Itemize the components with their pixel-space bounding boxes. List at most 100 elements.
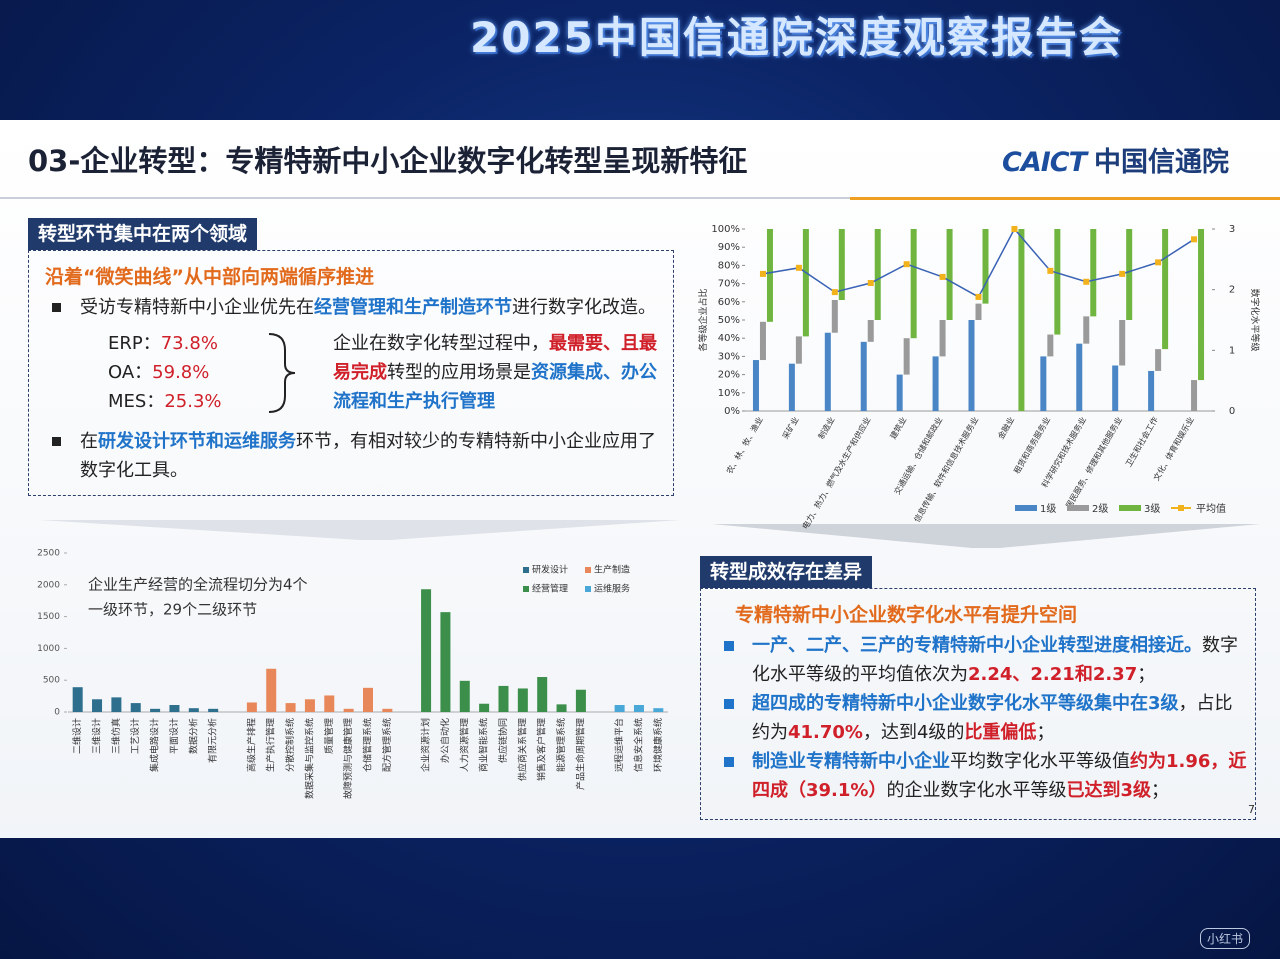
bullet-text: 超四成的专精特新中小企业数字化水平等级集中在3级，占比约为41.70%，达到4级… <box>752 689 1247 747</box>
x-tick-label: 租赁和商务服务业 <box>1011 415 1052 475</box>
legend-swatch <box>1119 505 1141 511</box>
bar <box>130 703 141 712</box>
text-segment: 企业在数字化转型过程中， <box>333 333 549 354</box>
x-tick-label: 供应链协同 <box>497 718 509 763</box>
legend-label: 2级 <box>1092 503 1108 515</box>
bar <box>363 687 373 712</box>
bullet-marker <box>724 699 734 709</box>
bar-segment <box>1119 320 1126 366</box>
line-marker <box>1011 226 1018 232</box>
bar-segment <box>932 356 939 411</box>
bar-segment <box>946 229 953 320</box>
x-tick-label: 供应商关系管理 <box>516 718 528 781</box>
bar <box>575 689 586 712</box>
text-segment: ； <box>1150 780 1169 801</box>
bullet-marker <box>724 641 734 651</box>
bar <box>556 704 567 712</box>
x-tick-label: 故障预测与健康管理 <box>342 718 354 799</box>
divider-chevron <box>712 524 1260 548</box>
line-marker <box>975 293 982 300</box>
bar <box>537 677 548 712</box>
highlight: 制造业专精特新中小企业 <box>752 751 950 772</box>
line-marker <box>759 270 766 277</box>
y2-tick-label: 0 <box>1229 406 1235 417</box>
legend-label: 研发设计 <box>532 564 568 576</box>
x-tick-label: 二维设计 <box>71 718 83 754</box>
bar-segment <box>1090 229 1097 317</box>
x-tick-label: 产品生命周期管理 <box>574 718 586 790</box>
bar <box>246 702 257 712</box>
text-segment: 平均数字化水平等级值 <box>950 751 1130 772</box>
y-axis-title: 各等级企业占比 <box>697 288 709 351</box>
line-marker <box>1119 270 1126 277</box>
metric: OA：59.8% <box>108 358 209 387</box>
metric-value: 73.8% <box>160 333 218 354</box>
line-marker <box>1083 278 1090 285</box>
x-tick-label: 金融业 <box>995 415 1016 441</box>
brace <box>268 333 296 413</box>
bar-segment <box>910 229 917 339</box>
bar-segment <box>1126 229 1133 320</box>
line-marker <box>867 279 874 286</box>
bar <box>285 703 296 712</box>
bullet-text: 在研发设计环节和运维服务环节，有相对较少的专精特新中小企业应用了数字化工具。 <box>80 427 665 485</box>
x-tick-label: 信息安全系统 <box>632 718 644 772</box>
y-tick-label: 70% <box>718 279 740 290</box>
legend-swatch <box>523 567 529 573</box>
highlight: 已达到3级 <box>1066 780 1151 801</box>
section-box <box>28 250 674 496</box>
bullet-text: 受访专精特新中小企业优先在经营管理和生产制造环节进行数字化改造。 <box>80 293 665 322</box>
x-tick-label: 文化、体育和娱乐业 <box>1151 415 1196 482</box>
legend-label: 3级 <box>1144 503 1160 515</box>
slide-title: 03-企业转型：专精特新中小企业数字化转型呈现新特征 <box>28 144 748 178</box>
watermark: 小红书 <box>1200 928 1251 949</box>
text-segment: 转型的应用场景是 <box>387 362 531 383</box>
banner-title: 2025中国信通院深度观察报告会 <box>470 13 1123 62</box>
bar <box>479 703 490 712</box>
x-tick-label: 三维设计 <box>91 718 103 754</box>
x-tick-label: 配方管理系统 <box>381 718 393 772</box>
header-rule <box>0 197 850 199</box>
bar-segment <box>1047 334 1054 357</box>
metric-label: ERP： <box>108 333 161 354</box>
x-tick-label: 采矿业 <box>780 415 801 441</box>
bar <box>382 708 393 712</box>
bar-segment <box>975 303 982 320</box>
metric-value: 25.3% <box>164 391 222 412</box>
bar <box>304 699 315 712</box>
highlight: 资源集成、办公流程和生产执行管理 <box>333 362 657 412</box>
y2-tick-label: 3 <box>1229 224 1235 235</box>
legend-swatch <box>1015 505 1037 511</box>
x-tick-label: 电力、热力、燃气及水生产和供应业 <box>800 415 873 531</box>
x-tick-label: 三维仿真 <box>110 718 122 754</box>
bar-segment <box>1112 365 1119 411</box>
text-segment: 受访专精特新中小企业优先在 <box>80 297 314 318</box>
x-tick-label: 人力资源管理 <box>458 718 470 772</box>
bar-segment <box>860 341 867 411</box>
section-box <box>700 588 1256 820</box>
y-tick-label: 50% <box>718 315 740 326</box>
bar-segment <box>1040 356 1047 411</box>
bar-segment <box>795 336 802 364</box>
line-marker <box>1191 236 1198 243</box>
bar-segment <box>1162 229 1169 350</box>
text-segment: 环节，有相对较少的专精特新中小企业应用了数字化工具。 <box>80 431 656 481</box>
bar <box>440 612 451 712</box>
bar <box>266 668 277 712</box>
bar <box>517 688 528 712</box>
legend-swatch <box>585 586 591 592</box>
highlight: 2.24、2.21和2.37 <box>968 664 1138 685</box>
metric-label: OA： <box>108 362 153 383</box>
bar-segment <box>1083 316 1090 344</box>
highlight: 研发设计环节和运维服务 <box>98 431 296 452</box>
bar-segment <box>1148 370 1155 411</box>
highlight: 超四成的专精特新中小企业数字化水平等级集中在3级 <box>752 693 1179 714</box>
x-tick-label: 信息传输、软件和信息技术服务业 <box>912 415 981 524</box>
line-marker <box>939 273 946 280</box>
y-tick-label: 100% <box>711 224 740 235</box>
text-segment: ，达到4级的 <box>862 722 965 743</box>
bar-segment <box>867 320 874 342</box>
y-tick-label: 40% <box>718 333 740 344</box>
annotation: 一级环节，29个二级环节 <box>88 601 257 619</box>
section-heading: 专精特新中小企业数字化水平有提升空间 <box>735 604 1078 626</box>
